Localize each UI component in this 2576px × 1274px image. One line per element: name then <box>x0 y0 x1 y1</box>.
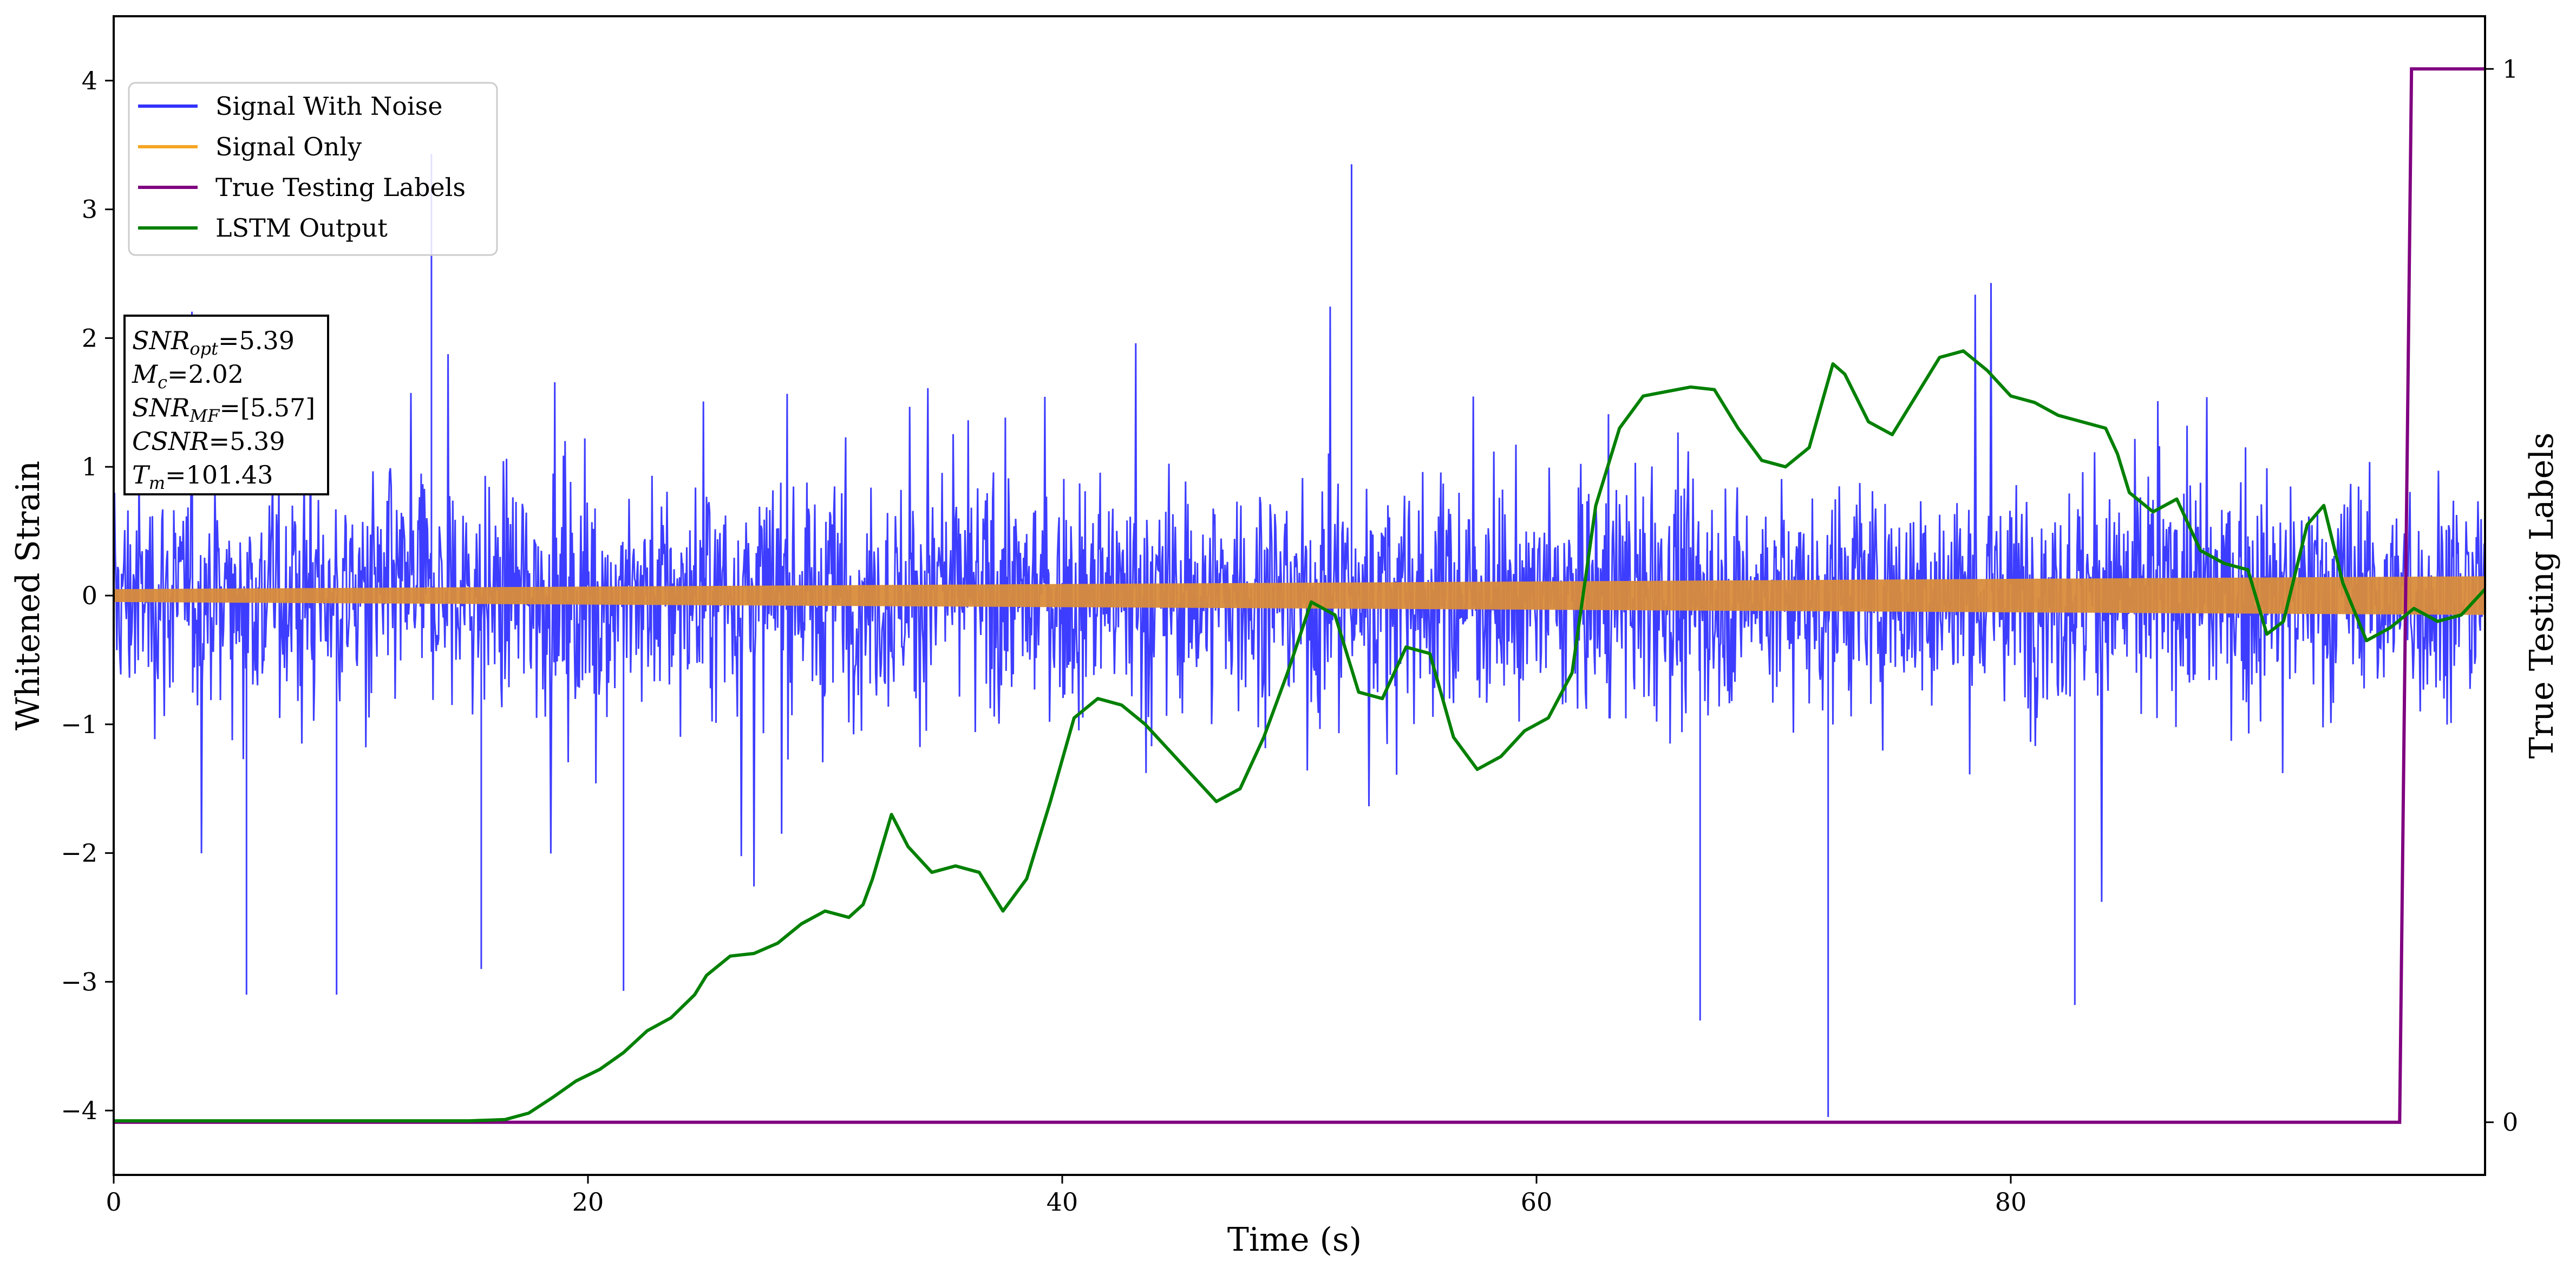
legend-box <box>128 82 498 256</box>
stats-snr-mf-var: SNR <box>132 393 189 422</box>
lstm-line <box>114 349 2487 1123</box>
legend-label: Signal Only <box>215 132 362 161</box>
x-axis-title: Time (s) <box>1227 1221 1362 1259</box>
stats-snr-opt-sub: opt <box>189 338 218 359</box>
stats-line-mc: Mc=2.02 <box>132 360 244 393</box>
x-tick-label: 40 <box>1047 1187 1078 1217</box>
stats-line-snr-mf: SNRMF=[5.57] <box>132 393 315 426</box>
stats-line-snr-opt: SNRopt=5.39 <box>132 326 295 359</box>
stats-snr-mf-sub: MF <box>189 406 220 426</box>
y-tick-label: 4 <box>82 66 97 95</box>
legend: Signal With Noise Signal Only True Testing… <box>128 82 498 256</box>
series-true-testing-labels <box>114 67 2485 1124</box>
y-tick-label: 0 <box>82 581 97 610</box>
series-lstm-output <box>114 349 2487 1123</box>
stats-csnr-value: =5.39 <box>209 427 285 456</box>
y-tick-label: −1 <box>61 710 97 739</box>
stats-mc-value: =2.02 <box>167 360 244 389</box>
stats-mc-var: M <box>132 360 159 389</box>
y-tick-label: −3 <box>61 967 97 996</box>
stats-line-tm: Tm=101.43 <box>132 460 273 493</box>
y2-axis-ticks: 10 <box>2485 54 2518 1137</box>
x-axis-ticks: 0 20 40 60 80 <box>106 1175 2026 1217</box>
y-tick-label: 3 <box>82 195 97 224</box>
stats-box-frame <box>123 315 329 495</box>
y-axis-title: Whitened Strain <box>9 461 47 730</box>
y-tick-label: 1 <box>82 452 97 481</box>
legend-label: True Testing Labels <box>215 173 466 202</box>
stats-mc-sub: c <box>158 372 167 393</box>
y-tick-label: 2 <box>82 323 97 352</box>
x-tick-label: 0 <box>106 1187 121 1217</box>
y2-tick-label: 1 <box>2502 54 2518 83</box>
y-tick-label: −2 <box>61 839 97 868</box>
stats-tm-sub: m <box>149 473 165 493</box>
legend-label: Signal With Noise <box>215 92 442 121</box>
x-tick-label: 20 <box>572 1187 604 1217</box>
y2-axis-title: True Testing Labels <box>2523 433 2561 759</box>
stats-snr-opt-var: SNR <box>132 326 189 355</box>
legend-label: LSTM Output <box>215 213 388 243</box>
y-axis-ticks: 4 3 2 1 0 −1 −2 −3 −4 <box>61 66 114 1125</box>
stats-line-csnr: CSNR=5.39 <box>132 427 285 456</box>
stats-box: SNRopt=5.39 Mc=2.02 SNRMF=[5.57] CSNR=5.… <box>123 315 329 495</box>
x-tick-label: 80 <box>1995 1187 2027 1217</box>
x-tick-label: 60 <box>1521 1187 1553 1217</box>
legend-items: Signal With Noise Signal Only True Testing… <box>138 92 466 243</box>
signal-band <box>114 576 2485 615</box>
y2-tick-label: 0 <box>2502 1108 2518 1137</box>
stats-csnr-var: CSNR <box>132 427 209 456</box>
stats-tm-value: =101.43 <box>165 460 273 489</box>
stats-tm-var: T <box>132 460 151 489</box>
series-signal-only <box>114 576 2485 615</box>
labels-line <box>114 67 2485 1124</box>
y-tick-label: −4 <box>61 1096 97 1125</box>
stats-snr-opt-value: =5.39 <box>218 326 295 355</box>
series-signal-with-noise <box>113 154 2486 1117</box>
noise-trace <box>113 154 2486 1117</box>
stats-snr-mf-value: =[5.57] <box>219 393 315 422</box>
